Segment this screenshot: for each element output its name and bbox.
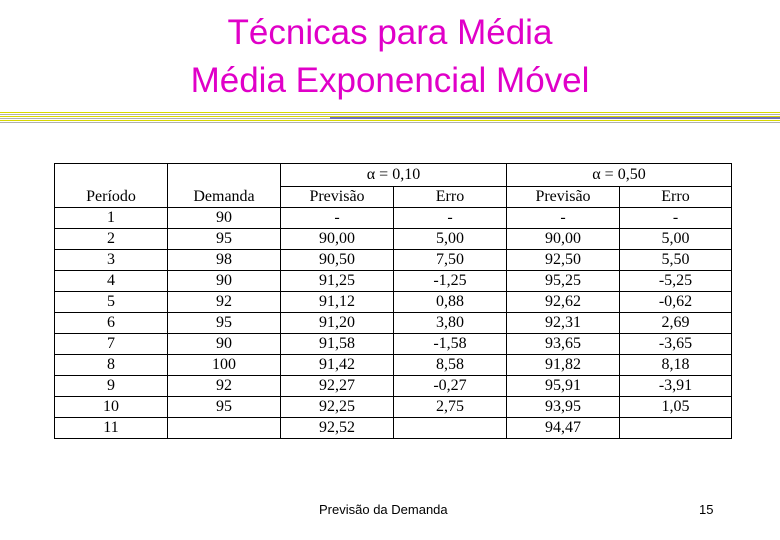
table-row: 9 92 92,27 -0,27 95,91 -3,91	[54, 375, 732, 397]
table-row: 4 90 91,25 -1,25 95,25 -5,25	[54, 270, 732, 292]
header-spacer-periodo	[54, 163, 168, 187]
cell-previsao-010: 91,20	[280, 312, 394, 334]
column-header-previsao-010: Previsão	[280, 186, 394, 208]
cell-periodo: 9	[54, 375, 168, 397]
cell-periodo: 11	[54, 417, 168, 439]
cell-demanda: 90	[167, 270, 281, 292]
cell-periodo: 7	[54, 333, 168, 355]
cell-erro-010: 5,00	[393, 228, 507, 250]
cell-periodo: 6	[54, 312, 168, 334]
cell-periodo: 8	[54, 354, 168, 376]
cell-previsao-050: 94,47	[506, 417, 620, 439]
cell-erro-050: 2,69	[619, 312, 732, 334]
cell-erro-050	[619, 417, 732, 439]
cell-demanda: 95	[167, 312, 281, 334]
cell-erro-050: 8,18	[619, 354, 732, 376]
cell-erro-050: -0,62	[619, 291, 732, 313]
cell-erro-010: -1,25	[393, 270, 507, 292]
cell-previsao-010: 90,50	[280, 249, 394, 271]
table-row: 3 98 90,50 7,50 92,50 5,50	[54, 249, 732, 271]
cell-previsao-050: 90,00	[506, 228, 620, 250]
column-header-erro-050: Erro	[619, 186, 732, 208]
cell-demanda: 95	[167, 396, 281, 418]
cell-demanda: 90	[167, 333, 281, 355]
cell-previsao-050: -	[506, 207, 620, 229]
cell-erro-010: 2,75	[393, 396, 507, 418]
cell-demanda: 92	[167, 375, 281, 397]
cell-previsao-050: 92,62	[506, 291, 620, 313]
cell-demanda: 100	[167, 354, 281, 376]
cell-periodo: 1	[54, 207, 168, 229]
cell-erro-010: 0,88	[393, 291, 507, 313]
cell-previsao-010: 90,00	[280, 228, 394, 250]
cell-erro-010	[393, 417, 507, 439]
cell-demanda	[167, 417, 281, 439]
cell-demanda: 92	[167, 291, 281, 313]
table-row: 1 90- - - -	[54, 207, 732, 229]
cell-previsao-050: 95,91	[506, 375, 620, 397]
cell-previsao-050: 92,50	[506, 249, 620, 271]
table-row: 7 90 91,58 -1,58 93,65 -3,65	[54, 333, 732, 355]
cell-erro-050: -	[619, 207, 732, 229]
table-row: 11 92,52 94,47	[54, 417, 732, 439]
cell-erro-010: 7,50	[393, 249, 507, 271]
cell-previsao-050: 93,95	[506, 396, 620, 418]
cell-periodo: 5	[54, 291, 168, 313]
cell-previsao-010: 92,52	[280, 417, 394, 439]
cell-erro-050: -3,91	[619, 375, 732, 397]
cell-previsao-010: 91,25	[280, 270, 394, 292]
cell-previsao-010: 92,25	[280, 396, 394, 418]
column-header-periodo: Período	[54, 186, 168, 208]
group-header-alpha-010: α = 0,10	[280, 163, 507, 187]
cell-periodo: 3	[54, 249, 168, 271]
cell-periodo: 10	[54, 396, 168, 418]
slide-title-line-2: Média Exponencial Móvel	[190, 61, 590, 100]
cell-erro-010: -	[393, 207, 507, 229]
column-header-previsao-050: Previsão	[506, 186, 620, 208]
group-header-row: α = 0,10 α = 0,50	[54, 163, 732, 187]
column-header-demanda: Demanda	[167, 186, 281, 208]
cell-previsao-010: 91,58	[280, 333, 394, 355]
cell-previsao-010: 91,42	[280, 354, 394, 376]
cell-periodo: 2	[54, 228, 168, 250]
cell-erro-050: 1,05	[619, 396, 732, 418]
cell-erro-050: 5,00	[619, 228, 732, 250]
slide-title-line-1: Técnicas para Média	[227, 13, 553, 52]
cell-erro-050: -5,25	[619, 270, 732, 292]
table-row: 8 100 91,42 8,58 91,82 8,18	[54, 354, 732, 376]
cell-erro-050: -3,65	[619, 333, 732, 355]
header-spacer-demanda	[167, 163, 281, 187]
cell-erro-010: 8,58	[393, 354, 507, 376]
table-row: 2 95 90,00 5,00 90,00 5,00	[54, 228, 732, 250]
cell-previsao-050: 95,25	[506, 270, 620, 292]
cell-previsao-010: 91,12	[280, 291, 394, 313]
cell-erro-010: -1,58	[393, 333, 507, 355]
cell-previsao-050: 91,82	[506, 354, 620, 376]
cell-demanda: 98	[167, 249, 281, 271]
cell-previsao-010: -	[280, 207, 394, 229]
cell-erro-010: -0,27	[393, 375, 507, 397]
exponential-smoothing-table: α = 0,10 α = 0,50 Período Demanda Previs…	[54, 163, 732, 439]
cell-periodo: 4	[54, 270, 168, 292]
group-header-alpha-050: α = 0,50	[506, 163, 732, 187]
cell-previsao-050: 93,65	[506, 333, 620, 355]
table-row: 6 95 91,20 3,80 92,31 2,69	[54, 312, 732, 334]
table-row: 5 92 91,12 0,88 92,62 -0,62	[54, 291, 732, 313]
footer-title: Previsão da Demanda	[319, 502, 448, 517]
table-row: 10 95 92,25 2,75 93,95 1,05	[54, 396, 732, 418]
cell-erro-010: 3,80	[393, 312, 507, 334]
column-header-row: Período Demanda Previsão Erro Previsão E…	[54, 186, 732, 208]
cell-demanda: 90	[167, 207, 281, 229]
title-divider	[0, 112, 780, 124]
column-header-erro-010: Erro	[393, 186, 507, 208]
cell-demanda: 95	[167, 228, 281, 250]
cell-previsao-050: 92,31	[506, 312, 620, 334]
cell-erro-050: 5,50	[619, 249, 732, 271]
cell-previsao-010: 92,27	[280, 375, 394, 397]
page-number: 15	[699, 502, 714, 517]
